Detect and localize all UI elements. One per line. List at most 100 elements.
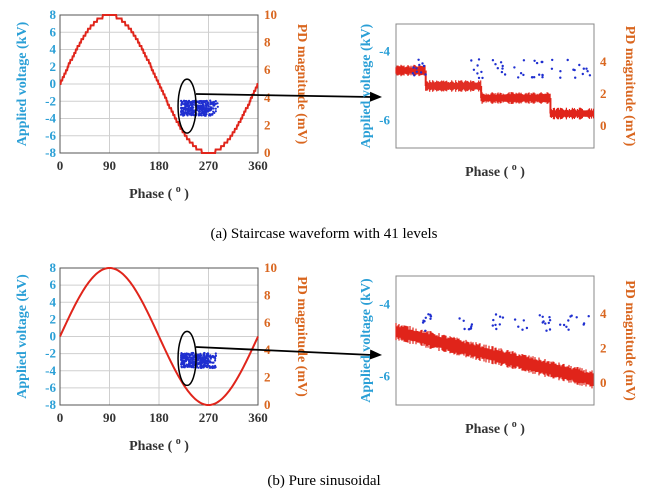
pd-point [535, 61, 539, 65]
zoom-y-right-tick-label: 0 [600, 118, 607, 133]
y-left-axis-label: Applied voltage (kV) [15, 21, 30, 146]
pd-point [201, 358, 205, 361]
pd-point [214, 107, 217, 110]
pd-point [499, 61, 503, 64]
pd-point [205, 365, 208, 368]
pd-point [522, 59, 526, 62]
pd-point [183, 100, 186, 103]
pd-point [206, 363, 209, 366]
y-right-tick-label: 0 [264, 145, 271, 160]
pd-point [205, 111, 208, 114]
pd-point [186, 364, 189, 367]
pd-point [513, 66, 516, 69]
y-left-tick-label: 0 [50, 329, 57, 344]
pd-point [193, 354, 196, 358]
pd-point [424, 316, 427, 319]
pd-point [188, 359, 191, 362]
zoom-x-axis-label: Phase ( o ) [465, 419, 525, 437]
pd-point [582, 67, 585, 70]
pd-point [533, 76, 536, 79]
pd-point [210, 113, 213, 116]
pd-point [559, 70, 562, 73]
panel-a-main-chart: 0 90 180 270 360 8 6 4 2 0 -2 -4 -6 -8 10 8 6 4 2 0 Applied … [15, 7, 382, 202]
pd-point [427, 313, 430, 316]
y-left-tick-label: -2 [45, 93, 56, 108]
zoom-y-right-tick-label: 4 [600, 306, 607, 321]
pd-point [566, 58, 569, 62]
pd-point [185, 355, 188, 358]
x-axis-label: Phase ( o ) [129, 436, 189, 454]
pd-point [550, 67, 554, 71]
y-left-tick-label: 4 [50, 294, 57, 309]
pd-point [567, 319, 570, 322]
pd-point [192, 114, 196, 117]
zoom-y-right-axis-label: PD magnitude (mV) [622, 280, 637, 401]
y-left-tick-label: -8 [45, 397, 56, 412]
y-left-tick-label: 6 [50, 24, 57, 39]
zoom-pd-series [411, 58, 592, 80]
pd-point [530, 76, 534, 79]
pd-point [522, 73, 525, 77]
pd-point [196, 104, 199, 107]
zoom-y-right-tick-label: 0 [600, 375, 607, 390]
pd-point [188, 361, 191, 365]
pd-point [203, 108, 206, 111]
pd-point [587, 315, 590, 318]
pd-point [186, 352, 189, 355]
pd-point [187, 99, 191, 102]
y-left-tick-label: -6 [45, 128, 56, 143]
zoom-ellipse [177, 330, 197, 387]
pd-point [429, 317, 432, 320]
zoom-voltage-series [395, 323, 594, 389]
pd-point [541, 315, 544, 318]
pd-point [180, 358, 183, 361]
pd-point [467, 328, 471, 331]
pd-point [190, 353, 193, 356]
pd-point [202, 105, 205, 108]
y-right-axis-label: PD magnitude (mV) [294, 24, 309, 145]
x-axis-label: Phase ( o ) [129, 184, 189, 202]
pd-point [211, 102, 214, 105]
pd-point [185, 102, 188, 105]
pd-point [192, 351, 195, 355]
y-left-tick-label: 0 [50, 76, 57, 91]
pd-point [565, 325, 568, 328]
zoom-y-left-tick-label: -6 [379, 368, 390, 383]
zoom-pd-series [421, 313, 590, 332]
pd-point [477, 76, 481, 80]
pd-point [209, 99, 212, 102]
pd-point [216, 105, 219, 108]
pd-point [203, 111, 206, 114]
pd-point [186, 108, 189, 112]
y-right-tick-label: 4 [264, 90, 271, 105]
pd-point [201, 103, 204, 106]
pd-point [547, 321, 550, 325]
pd-point [205, 352, 208, 356]
pd-point [494, 62, 497, 66]
pd-point [209, 355, 212, 358]
pd-point [421, 62, 424, 65]
panel-b-zoom-chart: -4 -6 4 2 0 Applied voltage (kV) PD magnitude … [359, 275, 637, 437]
pd-point [422, 64, 426, 68]
zoom-y-right-tick-label: 2 [600, 341, 607, 356]
voltage-series [59, 14, 259, 154]
panel-a-zoom-chart: -4 -6 4 2 0 Applied voltage (kV) PD magnitude … [359, 23, 637, 180]
pd-point [494, 313, 498, 316]
pd-point [586, 70, 589, 73]
pd-point [191, 361, 195, 364]
pd-point [538, 73, 541, 76]
pd-point [498, 323, 501, 326]
pd-point [202, 101, 205, 104]
y-left-tick-label: -4 [45, 363, 56, 378]
pd-point [213, 111, 216, 114]
pd-point [525, 326, 529, 330]
pd-point [209, 101, 212, 105]
pd-point [214, 355, 217, 358]
pd-point [572, 68, 575, 71]
pd-point [201, 361, 205, 364]
pd-point [199, 357, 202, 361]
y-left-tick-label: 4 [50, 42, 57, 57]
pd-point [415, 70, 418, 74]
pd-point [470, 59, 473, 62]
